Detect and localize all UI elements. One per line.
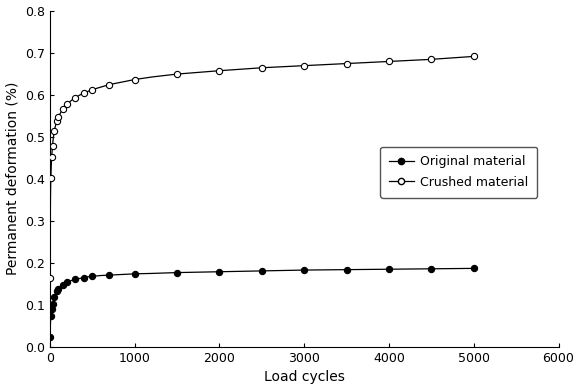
Crushed material xyxy=(55,115,62,119)
Crushed material xyxy=(470,54,477,59)
Original material xyxy=(301,268,308,272)
Original material xyxy=(258,269,265,273)
Original material xyxy=(89,274,96,279)
Crushed material xyxy=(81,90,88,95)
Original material xyxy=(63,280,70,285)
Crushed material xyxy=(72,95,79,100)
Original material xyxy=(48,314,55,318)
Original material xyxy=(428,266,435,271)
Crushed material xyxy=(59,107,66,112)
Original material xyxy=(216,269,223,274)
Crushed material xyxy=(301,63,308,68)
Legend: Original material, Crushed material: Original material, Crushed material xyxy=(380,147,537,198)
Original material xyxy=(81,275,88,280)
Crushed material xyxy=(173,72,180,76)
Crushed material xyxy=(46,276,53,281)
Crushed material xyxy=(258,66,265,70)
Crushed material xyxy=(48,154,55,159)
Crushed material xyxy=(50,129,57,134)
Crushed material xyxy=(428,57,435,62)
Crushed material xyxy=(53,119,60,124)
Crushed material xyxy=(343,61,350,66)
Original material xyxy=(343,267,350,272)
Crushed material xyxy=(106,82,113,87)
Original material xyxy=(50,295,57,300)
Original material xyxy=(53,289,60,293)
Original material xyxy=(106,273,113,277)
Original material xyxy=(49,302,56,307)
Crushed material xyxy=(48,176,55,181)
Original material xyxy=(55,286,62,291)
Crushed material xyxy=(216,68,223,73)
Crushed material xyxy=(89,87,96,92)
Y-axis label: Permanent deformation (%): Permanent deformation (%) xyxy=(6,82,20,275)
X-axis label: Load cycles: Load cycles xyxy=(264,370,345,385)
Crushed material xyxy=(63,102,70,107)
Original material xyxy=(48,307,55,312)
Original material xyxy=(173,270,180,275)
Original material xyxy=(46,334,53,339)
Crushed material xyxy=(49,143,56,148)
Original material xyxy=(386,267,393,271)
Original material xyxy=(72,277,79,282)
Crushed material xyxy=(386,59,393,64)
Original material xyxy=(131,271,138,276)
Line: Crushed material: Crushed material xyxy=(47,53,477,282)
Original material xyxy=(59,282,66,287)
Line: Original material: Original material xyxy=(47,265,477,340)
Original material xyxy=(470,266,477,271)
Crushed material xyxy=(131,77,138,82)
